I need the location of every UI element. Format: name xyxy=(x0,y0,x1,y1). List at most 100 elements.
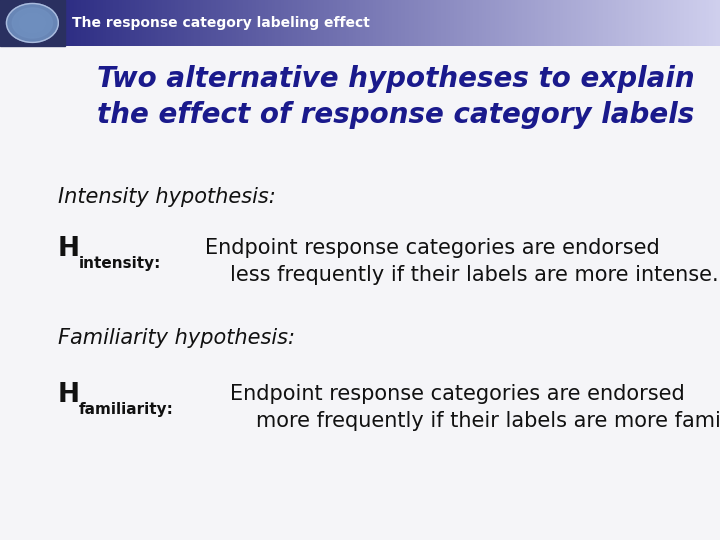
Bar xyxy=(635,0,638,46)
Bar xyxy=(167,0,170,46)
Bar xyxy=(162,0,165,46)
Bar xyxy=(505,0,508,46)
Bar xyxy=(657,0,660,46)
Bar xyxy=(563,0,566,46)
Bar xyxy=(202,0,204,46)
Bar xyxy=(392,0,395,46)
Bar xyxy=(259,0,262,46)
Bar xyxy=(324,0,327,46)
Bar xyxy=(468,0,471,46)
Bar xyxy=(587,0,589,46)
Bar xyxy=(16,0,19,46)
Bar xyxy=(541,0,544,46)
Bar xyxy=(212,0,215,46)
Bar xyxy=(171,0,174,46)
Bar xyxy=(108,0,111,46)
Bar xyxy=(479,0,481,46)
Bar xyxy=(531,0,534,46)
Bar xyxy=(89,0,91,46)
Bar xyxy=(32,0,35,46)
Bar xyxy=(403,0,406,46)
Circle shape xyxy=(12,8,53,38)
Bar xyxy=(61,0,64,46)
Bar xyxy=(558,0,560,46)
Text: H: H xyxy=(58,382,80,408)
Bar xyxy=(612,0,615,46)
Bar xyxy=(632,0,634,46)
Bar xyxy=(176,0,179,46)
Bar xyxy=(481,0,483,46)
Bar xyxy=(253,0,256,46)
Bar xyxy=(37,0,40,46)
Bar xyxy=(511,0,513,46)
Bar xyxy=(713,0,715,46)
Bar xyxy=(630,0,633,46)
Bar xyxy=(251,0,253,46)
Bar xyxy=(648,0,651,46)
Bar xyxy=(198,0,201,46)
Bar xyxy=(605,0,607,46)
Bar xyxy=(216,0,219,46)
Text: Two alternative hypotheses to explain
the effect of response category labels: Two alternative hypotheses to explain th… xyxy=(97,65,695,129)
Bar xyxy=(639,0,642,46)
Bar xyxy=(421,0,423,46)
Bar xyxy=(661,0,663,46)
Bar xyxy=(330,0,332,46)
Bar xyxy=(432,0,435,46)
Bar xyxy=(619,0,622,46)
Bar xyxy=(576,0,579,46)
Bar xyxy=(234,0,236,46)
Bar xyxy=(78,0,80,46)
Bar xyxy=(497,0,499,46)
Bar xyxy=(135,0,138,46)
Bar xyxy=(378,0,380,46)
Bar xyxy=(337,0,339,46)
Bar xyxy=(174,0,177,46)
Bar xyxy=(599,0,602,46)
Bar xyxy=(148,0,150,46)
Bar xyxy=(693,0,696,46)
Bar xyxy=(43,0,46,46)
Bar xyxy=(95,0,98,46)
Bar xyxy=(145,0,148,46)
Bar xyxy=(407,0,409,46)
Bar xyxy=(288,0,290,46)
Bar xyxy=(115,0,118,46)
Bar xyxy=(637,0,640,46)
Bar xyxy=(230,0,233,46)
Bar xyxy=(81,0,84,46)
Bar xyxy=(461,0,464,46)
Text: familiarity:: familiarity: xyxy=(79,402,174,417)
Bar xyxy=(457,0,459,46)
Bar xyxy=(52,0,55,46)
Bar xyxy=(86,0,89,46)
Bar xyxy=(169,0,172,46)
Bar xyxy=(554,0,557,46)
Bar xyxy=(436,0,438,46)
Bar xyxy=(709,0,711,46)
Bar xyxy=(164,0,166,46)
Bar xyxy=(126,0,128,46)
Bar xyxy=(184,0,186,46)
Bar xyxy=(299,0,301,46)
Bar xyxy=(572,0,575,46)
Bar xyxy=(567,0,570,46)
Bar xyxy=(40,0,42,46)
Bar xyxy=(679,0,681,46)
Bar xyxy=(539,0,541,46)
Bar xyxy=(714,0,717,46)
Bar xyxy=(673,0,676,46)
Bar xyxy=(124,0,127,46)
Bar xyxy=(158,0,161,46)
Bar xyxy=(594,0,596,46)
Bar xyxy=(397,0,400,46)
Bar xyxy=(608,0,611,46)
Bar xyxy=(623,0,625,46)
Bar xyxy=(666,0,668,46)
Bar xyxy=(606,0,609,46)
Bar xyxy=(11,0,13,46)
Bar xyxy=(616,0,618,46)
Bar xyxy=(367,0,370,46)
Bar xyxy=(287,0,289,46)
Bar xyxy=(166,0,168,46)
